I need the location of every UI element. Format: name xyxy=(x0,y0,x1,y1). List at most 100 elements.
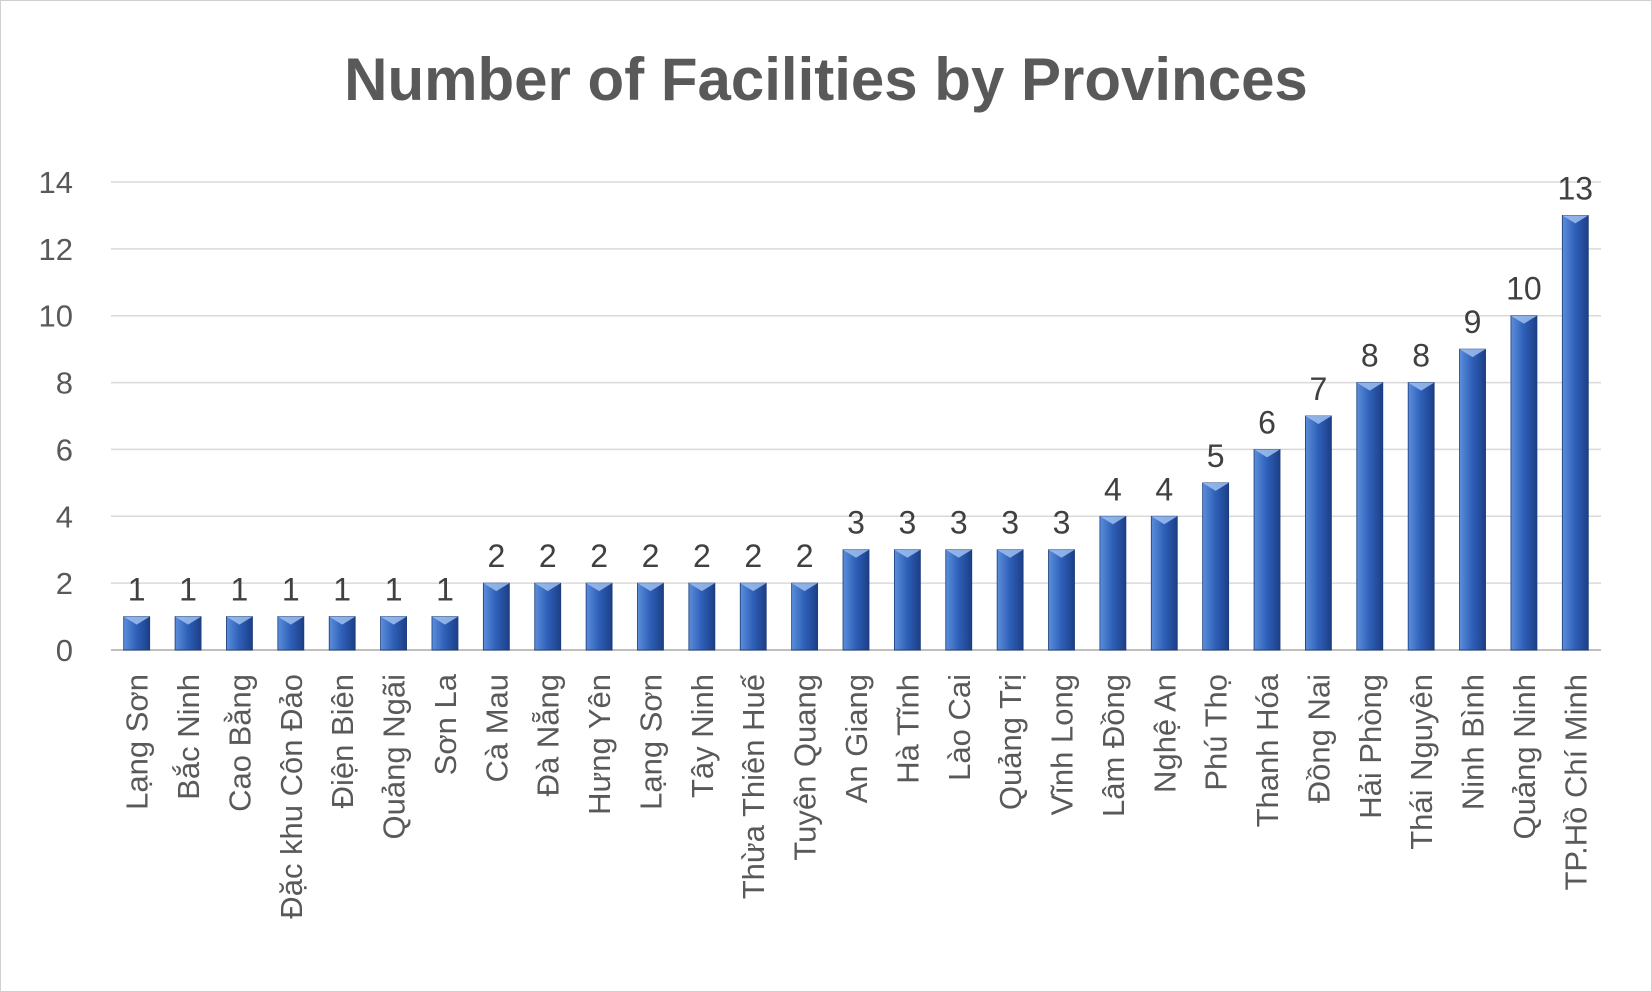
bar xyxy=(791,582,819,651)
bar-bevel xyxy=(431,616,458,625)
category-label: Lạng Sơn xyxy=(120,674,155,810)
bar-bevel xyxy=(740,583,767,592)
bar-bevel xyxy=(1048,549,1075,558)
bar-bevel xyxy=(1356,382,1383,391)
bar xyxy=(1356,382,1384,651)
bar-bevel xyxy=(175,616,202,625)
bar-bevel xyxy=(1202,482,1229,491)
category-label: Tuyên Quang xyxy=(788,674,823,861)
bar-bevel xyxy=(380,616,407,625)
bar xyxy=(1561,215,1589,651)
data-label: 13 xyxy=(1558,170,1594,206)
data-label: 1 xyxy=(282,572,300,608)
data-label: 1 xyxy=(385,572,403,608)
category-label: Quảng Ninh xyxy=(1507,674,1542,839)
category-label: Hưng Yên xyxy=(582,674,617,815)
bar xyxy=(1407,382,1435,651)
data-label: 2 xyxy=(642,538,660,574)
bar xyxy=(996,549,1024,651)
bar-bevel xyxy=(123,616,150,625)
data-label: 2 xyxy=(796,538,814,574)
bar xyxy=(1048,549,1075,651)
data-label: 3 xyxy=(1053,505,1071,541)
bar-bevel xyxy=(1254,449,1281,458)
category-label: Thừa Thiên Huế xyxy=(736,674,771,899)
category-label: Hải Phòng xyxy=(1353,674,1388,819)
category-label: Tây Ninh xyxy=(685,674,720,798)
data-label: 4 xyxy=(1104,471,1122,507)
y-tick-label: 14 xyxy=(39,165,73,200)
data-label: 3 xyxy=(898,505,916,541)
data-label: 8 xyxy=(1412,338,1430,374)
data-label: 2 xyxy=(693,538,711,574)
y-tick-label: 4 xyxy=(56,499,73,534)
category-label: Lào Cai xyxy=(942,674,977,781)
bar xyxy=(1150,515,1178,651)
bar xyxy=(893,549,921,651)
data-label: 2 xyxy=(539,538,557,574)
x-axis-categories: Lạng Sơn Bắc Ninh Cao Bằng Đặc khu Côn Đảo Đ… xyxy=(120,673,1594,918)
data-label: 1 xyxy=(231,572,249,608)
bar-bevel xyxy=(894,549,921,558)
y-tick-label: 10 xyxy=(39,299,73,334)
data-label: 1 xyxy=(436,572,454,608)
bar-bevel xyxy=(843,549,869,558)
bar-bevel xyxy=(945,549,972,558)
data-label: 3 xyxy=(950,505,968,541)
category-label: An Giang xyxy=(839,674,874,803)
y-axis-ticks: 0 2 4 6 8 10 12 14 xyxy=(39,165,73,668)
bar xyxy=(688,582,716,651)
bar-bevel xyxy=(688,583,715,592)
category-label: Điện Biên xyxy=(325,674,360,808)
bar xyxy=(1459,348,1486,651)
bar xyxy=(1510,315,1538,651)
y-tick-label: 6 xyxy=(56,432,73,467)
category-label: Cà Mau xyxy=(479,674,514,783)
category-label: Đồng Nai xyxy=(1301,674,1336,803)
data-label: 2 xyxy=(487,538,505,574)
data-label: 3 xyxy=(1001,505,1019,541)
category-label: Cao Bằng xyxy=(222,674,257,812)
data-label: 9 xyxy=(1464,304,1482,340)
bar-bevel xyxy=(483,583,510,592)
bar xyxy=(1202,482,1230,651)
bar xyxy=(1253,449,1281,651)
bar-bevel xyxy=(277,616,304,625)
bar xyxy=(1305,415,1332,651)
category-label: Đặc khu Côn Đảo xyxy=(274,674,309,919)
category-label: Thanh Hóa xyxy=(1250,673,1285,827)
bar xyxy=(739,582,767,651)
category-label: Lạng Sơn xyxy=(633,674,668,810)
bar-bevel xyxy=(1562,215,1589,224)
category-label: Bắc Ninh xyxy=(171,674,206,800)
category-label: Đà Nẵng xyxy=(531,674,566,796)
category-label: Vĩnh Long xyxy=(1045,674,1080,815)
data-label: 3 xyxy=(847,505,865,541)
category-label: Ninh Bình xyxy=(1456,674,1491,810)
data-label: 5 xyxy=(1207,438,1225,474)
category-label: Thái Nguyên xyxy=(1404,674,1439,850)
bar-bevel xyxy=(226,616,253,625)
bar-bevel xyxy=(329,616,356,625)
bar xyxy=(842,549,870,651)
data-label: 1 xyxy=(128,572,146,608)
category-label: Lâm Đồng xyxy=(1096,674,1131,817)
y-tick-label: 12 xyxy=(39,232,73,267)
category-label: Quảng Ngãi xyxy=(377,674,412,839)
data-label: 2 xyxy=(590,538,608,574)
data-label: 1 xyxy=(333,572,351,608)
bar-bevel xyxy=(1459,349,1486,358)
bar-bevel xyxy=(791,583,818,592)
data-label: 6 xyxy=(1258,404,1276,440)
data-label: 1 xyxy=(179,572,197,608)
bar-bevel xyxy=(1151,516,1178,525)
data-label: 10 xyxy=(1506,271,1542,307)
y-tick-label: 0 xyxy=(56,633,73,668)
category-label: Quảng Trị xyxy=(993,674,1028,810)
chart-title: Number of Facilities by Provinces xyxy=(344,46,1308,113)
bars xyxy=(123,215,1589,651)
bar xyxy=(637,582,664,651)
bar-bevel xyxy=(586,583,613,592)
